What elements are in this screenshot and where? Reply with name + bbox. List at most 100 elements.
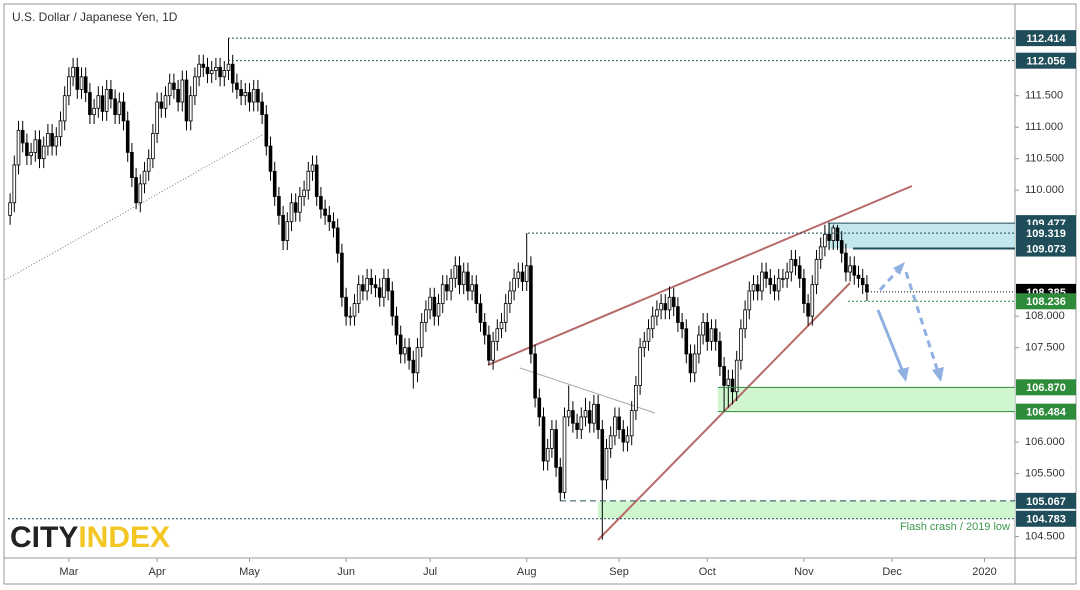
candle-body [251, 88, 256, 103]
candle-body [516, 271, 521, 279]
candle-body [209, 70, 214, 75]
candle-body [592, 403, 596, 424]
trend-line [519, 367, 656, 414]
level-label: 104.783 [1026, 514, 1066, 526]
levels: 112.414112.056109.477109.319109.073108.3… [8, 30, 1076, 527]
y-tick-label: 108.000 [1025, 310, 1065, 322]
candle-body [831, 227, 836, 241]
level-label-box [1016, 492, 1076, 509]
candle-body [734, 359, 739, 393]
candle-body [692, 353, 697, 374]
candle-body [797, 265, 802, 279]
candle-body [508, 290, 512, 304]
candle-body [688, 353, 693, 374]
candle-body [571, 410, 575, 424]
candle-body [541, 416, 546, 462]
x-tick-label: Dec [882, 566, 902, 578]
candle-body [621, 429, 626, 443]
arrow-head [897, 367, 909, 382]
candle-body [167, 82, 172, 97]
arrow-head [932, 367, 944, 382]
candle-body [764, 271, 768, 279]
annotation: Flash crash / 2019 low [900, 521, 1010, 533]
candle-body [852, 265, 857, 276]
candle-body [772, 284, 777, 292]
candle-body [12, 164, 17, 204]
candle-body [373, 284, 378, 289]
candle-body [579, 416, 584, 430]
candle-body [424, 309, 428, 323]
candle-body [54, 136, 59, 147]
candle-body [222, 70, 227, 78]
candle-body [659, 303, 663, 311]
candle-body [365, 277, 369, 292]
candle-body [550, 429, 554, 449]
candle-body [583, 410, 588, 418]
candle-body [172, 82, 176, 90]
candle-body [823, 233, 827, 248]
candle-body [104, 88, 109, 112]
y-tick-label: 110.500 [1025, 153, 1064, 165]
candle-body [587, 410, 592, 424]
x-tick-label: Jun [337, 566, 355, 578]
candle-body [781, 277, 785, 280]
candle-body [461, 271, 466, 286]
candle-body [314, 164, 319, 197]
candle-body [600, 429, 605, 481]
x-tick-label: May [239, 566, 260, 578]
candle-body [680, 322, 684, 330]
y-tick-label: 107.500 [1025, 342, 1065, 354]
level-label: 109.319 [1026, 228, 1066, 240]
logo: CITYINDEX [10, 521, 170, 554]
candle-body [793, 259, 798, 267]
candle-body [810, 284, 815, 317]
candle-body [629, 410, 634, 437]
level-label: 106.484 [1026, 407, 1067, 419]
level-label-box [1016, 225, 1076, 242]
candle-body [281, 214, 285, 241]
candle-body [151, 133, 155, 160]
x-tick-label: Sep [609, 566, 629, 578]
candle-body [806, 303, 810, 317]
candle-body [268, 145, 273, 172]
candle-body [75, 66, 80, 90]
candle-body [814, 259, 819, 286]
candle-body [230, 63, 235, 84]
candle-body [163, 95, 168, 109]
candle-body [457, 265, 462, 286]
candle-body [293, 202, 298, 213]
candle-body [331, 221, 336, 229]
candle-body [176, 88, 180, 103]
candle-body [29, 151, 33, 156]
candle-body [92, 107, 96, 115]
zone [828, 223, 1015, 249]
candle-body [596, 403, 600, 430]
candle-body [403, 347, 407, 355]
level-label-box [1016, 403, 1076, 420]
candle-body [650, 315, 655, 330]
candle-body [382, 277, 386, 298]
frame [3, 3, 1077, 585]
candle-body [394, 315, 399, 336]
candle-body [718, 340, 722, 367]
arrows [876, 262, 944, 382]
candle-body [487, 334, 491, 361]
candle-body [848, 265, 852, 273]
y-tick-label: 111.000 [1025, 121, 1063, 133]
logo-part: CITY [10, 521, 78, 554]
candle-body [537, 397, 542, 418]
arrow [904, 271, 940, 373]
candle-body [117, 101, 122, 115]
candle-body [613, 416, 617, 437]
candle-body [239, 88, 243, 97]
candle-body [436, 303, 441, 317]
candle-body [260, 101, 264, 115]
candle-body [323, 208, 327, 216]
candle-body [709, 328, 714, 342]
candle-body [428, 296, 432, 311]
candle-body [235, 82, 239, 90]
candle-body [335, 227, 340, 254]
candle-body [58, 120, 63, 138]
